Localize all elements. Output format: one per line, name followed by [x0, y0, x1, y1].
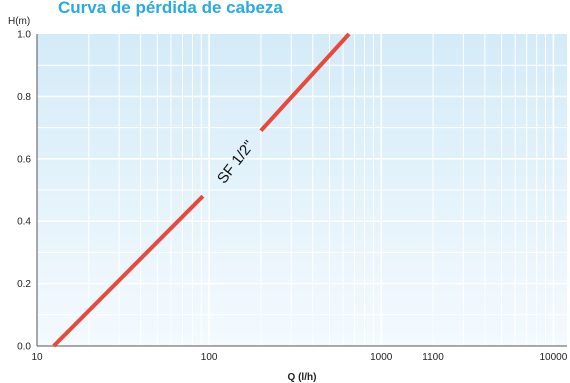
- x-tick-label: 10000: [539, 352, 567, 363]
- y-tick-label: 0.0: [17, 342, 31, 353]
- y-tick-label: 1.0: [17, 30, 31, 41]
- grid-lines: [37, 34, 567, 346]
- tick-labels: 10 100 1000 1100 10000 0.0 0.2 0.4 0.6 0.8 1.0: [17, 30, 568, 364]
- x-tick-label: 1000: [370, 352, 393, 363]
- axes: [36, 34, 567, 347]
- y-tick-label: 0.6: [17, 154, 31, 165]
- y-tick-label: 0.2: [17, 279, 31, 290]
- y-tick-label: 0.8: [17, 92, 31, 103]
- y-axis-label: H(m): [8, 16, 30, 27]
- series-line-segment: [259, 32, 351, 133]
- series-line-segment: [52, 194, 205, 348]
- y-tick-label: 0.4: [17, 217, 31, 228]
- x-axis-label: Q (l/h): [288, 372, 317, 383]
- x-tick-label: 100: [201, 352, 218, 363]
- x-tick-label: 10: [31, 352, 43, 363]
- chart-title: Curva de pérdida de cabeza: [58, 0, 283, 17]
- x-tick-label: 1100: [422, 352, 444, 363]
